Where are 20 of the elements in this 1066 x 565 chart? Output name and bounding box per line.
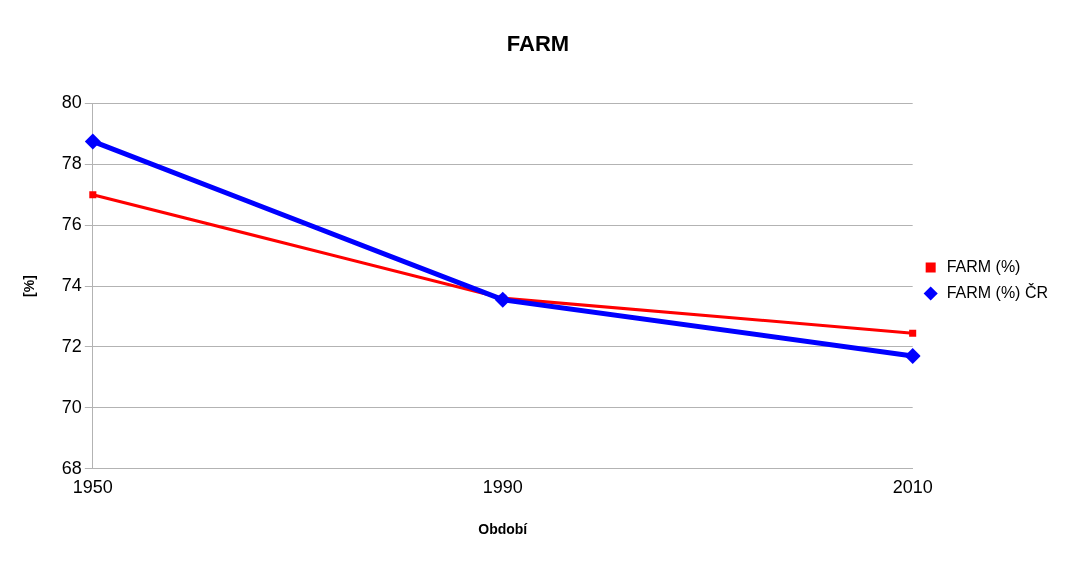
- point: [904, 348, 921, 364]
- legend-label: FARM (%): [946, 257, 1021, 275]
- x-tick-label: 2010: [892, 477, 933, 498]
- y-tick-label: 74: [61, 274, 82, 295]
- y-tick-label: 80: [61, 92, 82, 113]
- point: [89, 191, 97, 199]
- point: [909, 329, 917, 337]
- y-tick-label: 72: [61, 335, 82, 356]
- x-axis-title: Období: [478, 521, 529, 538]
- y-tick-label: 78: [61, 153, 82, 174]
- y-tick-label: 68: [61, 457, 82, 478]
- y-axis-title: [%]: [21, 275, 38, 297]
- y-tick-label: 70: [61, 396, 82, 417]
- point: [494, 291, 511, 308]
- chart-title: FARM: [506, 31, 570, 57]
- x-tick-label: 1950: [72, 477, 113, 498]
- x-tick-label: 1990: [482, 477, 523, 498]
- y-tick-label: 76: [61, 214, 82, 235]
- point: [84, 133, 101, 150]
- legend-label: FARM (%) ČR: [946, 282, 1048, 301]
